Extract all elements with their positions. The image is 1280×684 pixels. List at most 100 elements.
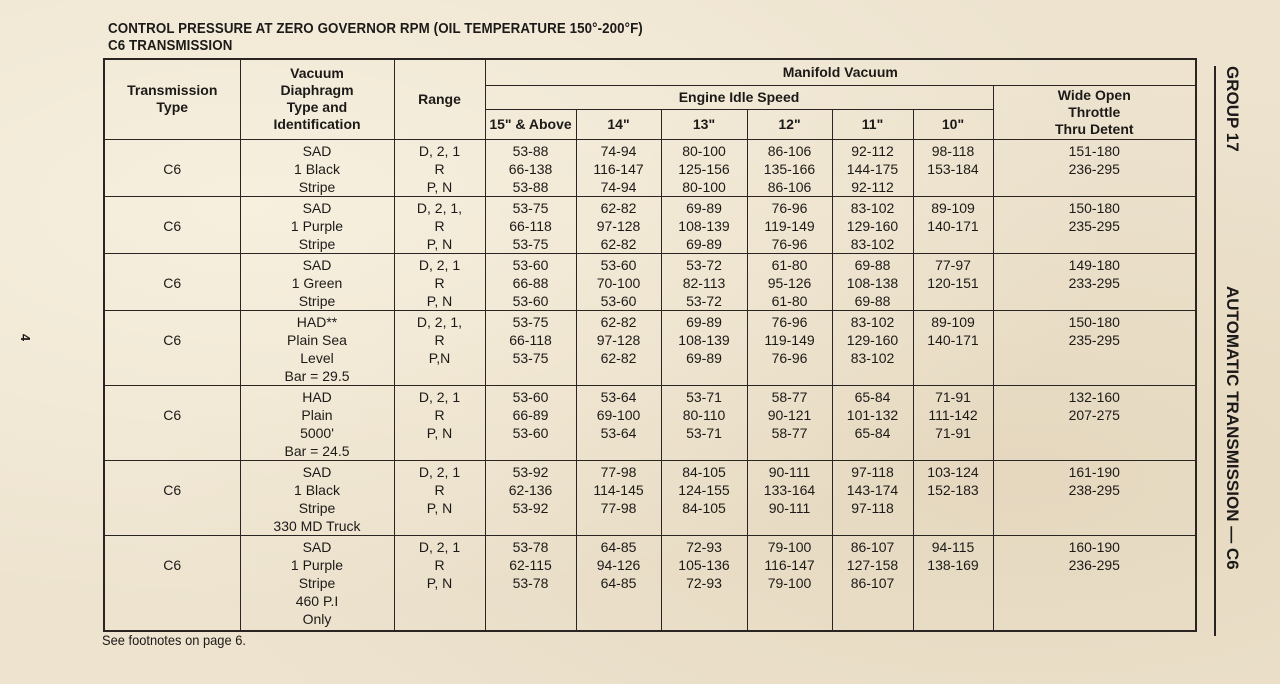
cell-idle-pressure-line: 119-149 [764, 331, 815, 348]
cell-idle-pressure: 53-75 66-118 53-75 [484, 195, 577, 254]
cell-idle-pressure-line: 124-155 [678, 481, 730, 498]
cell-diaphragm-line: HAD** [296, 313, 338, 330]
cell-idle-pressure-line: 66-118 [509, 331, 552, 348]
table-row: C6 SAD 1 Black Stripe D, 2, 1 R P, N 53-88 66-13… [103, 138, 1197, 197]
cell-idle-pressure-line: 53-88 [512, 142, 549, 159]
cell-diaphragm: SAD 1 Black Stripe 330 MD Truck [239, 459, 395, 536]
cell-range-line: R [434, 217, 445, 234]
cell-idle-pressure-line: 94-115 [931, 538, 975, 555]
cell-idle-pressure-line: 62-82 [600, 313, 637, 330]
cell-idle-pressure-line: 53-60 [512, 256, 549, 273]
cell-idle-pressure-line: 108-139 [678, 217, 730, 234]
cell-idle-pressure-line: 72-93 [686, 538, 722, 555]
cell-wot-pressure: 149-180 233-295 [992, 252, 1197, 311]
cell-diaphragm-line: Bar = 24.5 [284, 442, 350, 459]
cell-idle-pressure: 92-112 144-175 92-112 [831, 138, 914, 197]
cell-idle-pressure-line: 86-107 [850, 538, 895, 555]
cell-idle-pressure-line: 125-156 [678, 160, 730, 177]
control-pressure-table: Transmission Type Vacuum Diaphragm Type … [103, 58, 1198, 632]
cell-idle-pressure-line: 69-89 [686, 235, 722, 252]
cell-diaphragm-line: Stripe [298, 574, 336, 591]
table-body: C6 SAD 1 Black Stripe D, 2, 1 R P, N 53-88 66-13… [103, 138, 1197, 632]
table-row: C6 SAD 1 Black Stripe 330 MD Truck D, 2, 1 R P,… [103, 459, 1197, 536]
cell-idle-pressure-line: 89-109 [931, 199, 975, 216]
cell-idle-pressure-line: 74-94 [600, 142, 637, 159]
cell-idle-pressure: 61-80 95-126 61-80 [746, 252, 833, 311]
cell-range-line: D, 2, 1 [418, 463, 461, 480]
cell-idle-pressure: 79-100 116-147 79-100 [746, 534, 833, 632]
cell-idle-pressure: 69-89 108-139 69-89 [660, 309, 748, 386]
header-engine-idle-speed: Engine Idle Speed [484, 84, 994, 110]
cell-diaphragm: SAD 1 Black Stripe [239, 138, 395, 197]
cell-wot-pressure-line: 149-180 [1068, 256, 1120, 273]
cell-range-line: P, N [426, 178, 453, 195]
cell-idle-pressure-line: 114-145 [593, 481, 644, 498]
cell-idle-pressure: 84-105 124-155 84-105 [660, 459, 748, 536]
cell-idle-pressure: 69-89 108-139 69-89 [660, 195, 748, 254]
cell-idle-pressure-line: 69-88 [854, 292, 891, 309]
cell-idle-pressure-line: 138-169 [927, 556, 979, 573]
cell-wot-pressure: 160-190 236-295 [992, 534, 1197, 632]
cell-idle-pressure-line: 79-100 [767, 574, 812, 591]
cell-idle-pressure-line: 53-60 [600, 292, 637, 309]
cell-idle-pressure-line: 140-171 [927, 217, 979, 234]
cell-idle-pressure-line: 143-174 [846, 481, 899, 498]
cell-idle-pressure: 76-96 119-149 76-96 [746, 195, 833, 254]
cell-idle-pressure: 65-84 101-132 65-84 [831, 384, 914, 461]
header-wide-open-throttle: Wide Open Throttle Thru Detent [992, 84, 1197, 140]
cell-diaphragm-line: 5000' [300, 424, 334, 441]
cell-diaphragm-line: Stripe [298, 292, 336, 309]
cell-diaphragm-line: 1 Purple [290, 217, 344, 234]
page-number: 4 [18, 333, 34, 342]
cell-idle-pressure-line: 53-75 [512, 235, 549, 252]
cell-diaphragm-line: SAD [302, 538, 332, 555]
cell-idle-pressure-line: 65-84 [854, 388, 891, 405]
cell-diaphragm-line: Only [302, 610, 332, 627]
cell-idle-pressure: 58-77 90-121 58-77 [746, 384, 833, 461]
cell-diaphragm: HAD Plain 5000' Bar = 24.5 [239, 384, 395, 461]
section-label: AUTOMATIC TRANSMISSION — C6 [1223, 286, 1242, 570]
cell-range-line: D, 2, 1, [416, 199, 463, 216]
cell-idle-pressure: 53-78 62-115 53-78 [484, 534, 577, 632]
cell-idle-pressure-line: 69-89 [686, 349, 722, 366]
cell-idle-pressure-line: 97-118 [851, 463, 894, 480]
cell-idle-pressure-line: 135-166 [763, 160, 816, 177]
cell-range: D, 2, 1 R P, N [393, 252, 486, 311]
cell-range-line: D, 2, 1 [418, 142, 461, 159]
header-idle-14: 14" [575, 108, 662, 140]
cell-idle-pressure-line: 64-85 [600, 574, 637, 591]
cell-idle-pressure-line: 65-84 [854, 424, 891, 441]
cell-idle-pressure-line: 86-106 [767, 178, 812, 195]
cell-idle-pressure: 74-94 116-147 74-94 [575, 138, 662, 197]
cell-transmission-type: C6 [103, 384, 241, 461]
cell-idle-pressure: 53-72 82-113 53-72 [660, 252, 748, 311]
cell-range: D, 2, 1 R P, N [393, 138, 486, 197]
cell-range-line: R [434, 481, 445, 498]
cell-idle-pressure-line: 79-100 [767, 538, 812, 555]
cell-wot-pressure: 151-180 236-295 [992, 138, 1197, 197]
cell-wot-pressure: 132-160 207-275 [992, 384, 1197, 461]
cell-range-line: D, 2, 1 [418, 256, 461, 273]
cell-idle-pressure: 98-118 153-184 [912, 138, 994, 197]
cell-idle-pressure: 64-85 94-126 64-85 [575, 534, 662, 632]
cell-idle-pressure: 77-97 120-151 [912, 252, 994, 311]
side-margin-labels: GROUP 17 AUTOMATIC TRANSMISSION — C6 [1214, 66, 1256, 636]
cell-idle-pressure-line: 76-96 [771, 199, 808, 216]
cell-idle-pressure: 83-102 129-160 83-102 [831, 195, 914, 254]
cell-range: D, 2, 1, R P, N [393, 195, 486, 254]
cell-idle-pressure-line: 69-89 [686, 199, 722, 216]
cell-idle-pressure-line: 62-136 [508, 481, 553, 498]
cell-diaphragm: SAD 1 Purple Stripe 460 P.I Only [239, 534, 395, 632]
table-row: C6 SAD 1 Purple Stripe D, 2, 1, R P, N 53-75 66-… [103, 195, 1197, 254]
cell-idle-pressure: 71-91 111-142 71-91 [912, 384, 994, 461]
cell-wot-pressure-line: 236-295 [1068, 160, 1120, 177]
cell-range-line: R [434, 406, 445, 423]
cell-idle-pressure-line: 61-80 [771, 256, 808, 273]
cell-idle-pressure: 90-111 133-164 90-111 [746, 459, 833, 536]
cell-idle-pressure: 97-118 143-174 97-118 [831, 459, 914, 536]
cell-idle-pressure-line: 82-113 [682, 274, 726, 291]
cell-wot-pressure-line: 161-190 [1068, 463, 1120, 480]
cell-idle-pressure: 53-92 62-136 53-92 [484, 459, 577, 536]
cell-idle-pressure-line: 127-158 [846, 556, 899, 573]
cell-range-line: P, N [426, 499, 453, 516]
